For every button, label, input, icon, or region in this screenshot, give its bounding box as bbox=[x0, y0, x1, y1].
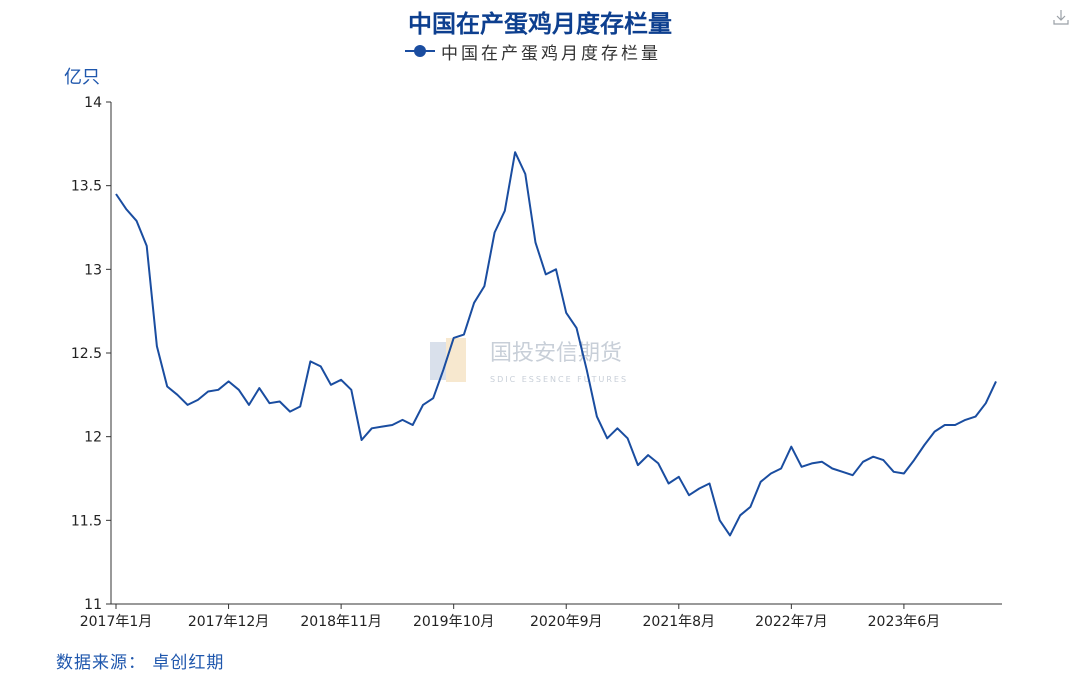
y-tick-label: 12.5 bbox=[71, 346, 102, 362]
x-tick-label: 2019年10月 bbox=[413, 614, 494, 630]
download-icon[interactable] bbox=[1052, 8, 1070, 26]
y-tick-label: 14 bbox=[84, 95, 102, 111]
x-tick-label: 2018年11月 bbox=[300, 614, 381, 630]
y-tick-label: 13 bbox=[84, 262, 102, 278]
watermark-name: 国投安信期货 bbox=[490, 341, 622, 366]
legend-marker-icon bbox=[405, 45, 435, 57]
y-axis-unit-label: 亿只 bbox=[64, 67, 100, 88]
data-source: 数据来源： 卓创红期 bbox=[56, 653, 225, 673]
x-tick-label: 2020年9月 bbox=[530, 614, 603, 630]
x-tick-label: 2023年6月 bbox=[868, 614, 941, 630]
y-tick-label: 12 bbox=[84, 430, 102, 446]
x-tick-label: 2017年12月 bbox=[188, 614, 269, 630]
x-tick-label: 2017年1月 bbox=[80, 614, 153, 630]
x-tick-label: 2021年8月 bbox=[643, 614, 716, 630]
watermark-logo-icon bbox=[430, 342, 446, 380]
legend[interactable]: 中国在产蛋鸡月度存栏量 bbox=[405, 40, 661, 64]
x-tick-label: 2022年7月 bbox=[755, 614, 828, 630]
y-tick-label: 11.5 bbox=[71, 513, 102, 529]
watermark-logo-icon bbox=[446, 338, 466, 382]
watermark-subtitle: SDIC ESSENCE FUTURES bbox=[490, 375, 628, 384]
y-tick-label: 13.5 bbox=[71, 179, 102, 195]
y-tick-label: 11 bbox=[84, 597, 102, 613]
chart-title: 中国在产蛋鸡月度存栏量 bbox=[408, 10, 672, 38]
series-line bbox=[115, 151, 997, 537]
legend-label: 中国在产蛋鸡月度存栏量 bbox=[441, 43, 661, 64]
